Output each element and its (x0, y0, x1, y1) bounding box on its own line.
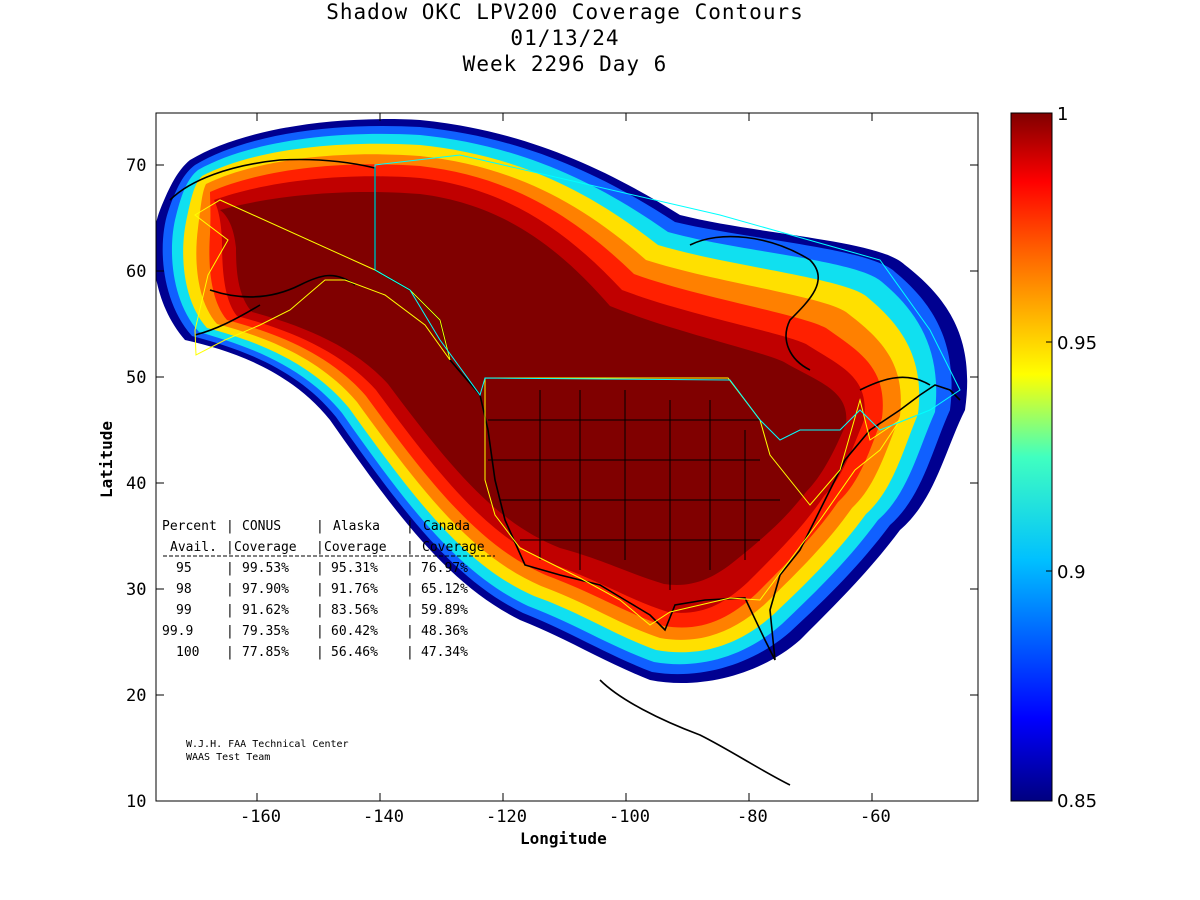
colorbar-tick-label: 0.85 (1057, 791, 1097, 812)
y-tick-label: 30 (126, 580, 146, 600)
map-week-day: Week 2296 Day 6 (462, 52, 668, 76)
table-cell-canada: 59.89% (421, 603, 468, 618)
svg-text:|: | (316, 540, 324, 555)
table-separator: | (316, 603, 324, 618)
svg-text:|: | (316, 519, 324, 534)
table-separator: | (226, 582, 234, 597)
x-tick-label: -140 (363, 807, 404, 827)
y-tick-label: 20 (126, 686, 146, 706)
contour-dark-red (220, 191, 847, 586)
table-cell-percent: 100 (176, 645, 199, 660)
x-tick-label: -160 (240, 807, 281, 827)
table-separator: | (226, 645, 234, 660)
conus-boundary (484, 377, 901, 626)
table-header-canada: Canada (423, 519, 470, 534)
table-cell-conus: 97.90% (242, 582, 289, 597)
svg-text:|: | (226, 540, 234, 555)
table-rows: 95 99.53% 95.31% 76.97% | | | 98 97.90% 91.76% 65.… (162, 561, 468, 660)
y-tick-label: 50 (126, 368, 146, 388)
colorbar-tick-label: 0.9 (1057, 562, 1086, 583)
y-axis-label: Latitude (97, 421, 116, 498)
y-tick-label: 10 (126, 792, 146, 812)
table-cell-percent: 98 (176, 582, 192, 597)
table-header-conus: CONUS (242, 519, 281, 534)
table-separator: | (226, 561, 234, 576)
credit-line-2: WAAS Test Team (186, 752, 270, 763)
svg-text:|: | (226, 519, 234, 534)
map-title: Shadow OKC LPV200 Coverage Contours (326, 0, 804, 24)
table-separator: | (316, 645, 324, 660)
table-separator: | (316, 561, 324, 576)
colorbar-tick-label: 0.95 (1057, 333, 1097, 354)
x-tick-label: -60 (860, 807, 891, 827)
x-tick-label: -120 (486, 807, 527, 827)
canada-boundary (374, 154, 961, 441)
table-separator: | (316, 624, 324, 639)
table-cell-alaska: 91.76% (331, 582, 378, 597)
table-cell-canada: 65.12% (421, 582, 468, 597)
table-cell-alaska: 60.42% (331, 624, 378, 639)
table-subheader: Avail. (170, 540, 217, 555)
axis-tick-marks (156, 113, 978, 801)
table-cell-alaska: 95.31% (331, 561, 378, 576)
table-subheader: Coverage (324, 540, 387, 555)
y-tick-label: 70 (126, 156, 146, 176)
y-tick-label: 40 (126, 474, 146, 494)
state-borders (488, 390, 780, 590)
table-cell-percent: 99 (176, 603, 192, 618)
table-separator: | (226, 603, 234, 618)
x-tick-label: -100 (609, 807, 650, 827)
table-separator: | (226, 624, 234, 639)
table-subheader: Coverage (422, 540, 485, 555)
plot-frame (155, 112, 979, 802)
credit-line-1: W.J.H. FAA Technical Center (186, 739, 349, 750)
table-separator: | (406, 603, 414, 618)
table-cell-conus: 91.62% (242, 603, 289, 618)
colorbar-tick-label: 1 (1057, 104, 1068, 125)
table-separator: | (316, 582, 324, 597)
table-cell-conus: 77.85% (242, 645, 289, 660)
table-cell-canada: 48.36% (421, 624, 468, 639)
table-cell-canada: 47.34% (421, 645, 468, 660)
colorbar-tick-marks (1046, 341, 1052, 572)
table-separator: | (406, 645, 414, 660)
table-separator: | (406, 624, 414, 639)
table-cell-alaska: 83.56% (331, 603, 378, 618)
coverage-table: Percent | CONUS | Alaska | Canada Avail.… (162, 519, 495, 660)
table-cell-alaska: 56.46% (331, 645, 378, 660)
map-date: 01/13/24 (510, 26, 620, 50)
svg-text:|: | (406, 540, 414, 555)
table-cell-conus: 99.53% (242, 561, 289, 576)
table-cell-canada: 76.97% (421, 561, 468, 576)
table-cell-percent: 99.9 (162, 624, 193, 639)
y-tick-label: 60 (126, 262, 146, 282)
svg-text:|: | (406, 519, 414, 534)
table-header-percent: Percent (162, 519, 217, 534)
table-separator: | (406, 582, 414, 597)
table-cell-conus: 79.35% (242, 624, 289, 639)
colorbar (1010, 112, 1053, 802)
table-separator: | (406, 561, 414, 576)
x-axis-label: Longitude (520, 829, 607, 848)
table-cell-percent: 95 (176, 561, 192, 576)
x-tick-label: -80 (737, 807, 768, 827)
table-header-alaska: Alaska (333, 519, 380, 534)
table-subheader: Coverage (234, 540, 297, 555)
